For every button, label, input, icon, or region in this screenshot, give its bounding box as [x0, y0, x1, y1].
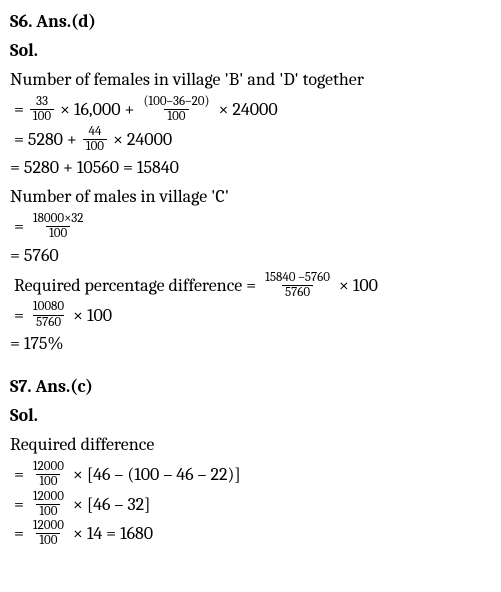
s6-line7: = 5760	[10, 242, 491, 269]
s7-line4: = 12000 100 × 14 = 1680	[10, 519, 491, 549]
numerator: 10080	[30, 300, 67, 314]
fraction: 10080 5760	[30, 300, 67, 330]
numerator: 44	[86, 125, 105, 139]
fraction: 44 100	[83, 125, 107, 155]
s6-header: S6. Ans.(d)	[10, 8, 491, 35]
denominator: 5760	[33, 315, 64, 330]
fraction: 18000×32 100	[30, 212, 87, 242]
eq-text: =	[10, 213, 28, 240]
numerator: 12000	[30, 519, 67, 533]
numerator: 12000	[30, 490, 67, 504]
s6-line8: Required percentage difference = 15840 –…	[10, 271, 491, 301]
eq-text: =	[10, 302, 28, 329]
denominator: 100	[36, 474, 60, 489]
fraction: 12000 100	[30, 490, 67, 520]
s6-line2: = 33 100 × 16,000 + (100–36–20) 100 × 24…	[10, 95, 491, 125]
denominator: 100	[36, 504, 60, 519]
s6-line10: = 175%	[10, 330, 491, 357]
eq-text: × 24000	[109, 126, 172, 153]
eq-text: = 5280 +	[10, 126, 81, 153]
eq-text: =	[10, 461, 28, 488]
eq-text: × 100	[335, 272, 378, 299]
eq-text: × [46 – (100 – 46 – 22)]	[69, 461, 241, 488]
fraction: 12000 100	[30, 460, 67, 490]
fraction: (100–36–20) 100	[140, 95, 212, 125]
s7-line2: = 12000 100 × [46 – (100 – 46 – 22)]	[10, 460, 491, 490]
numerator: 18000×32	[30, 212, 87, 226]
eq-text: =	[10, 96, 28, 123]
fraction: 12000 100	[30, 519, 67, 549]
eq-text: × 24000	[214, 96, 277, 123]
s6-line1: Number of females in village 'B' and 'D'…	[10, 66, 491, 93]
eq-text: Required percentage difference =	[10, 272, 260, 299]
s6-line3: = 5280 + 44 100 × 24000	[10, 125, 491, 155]
eq-text: =	[10, 520, 28, 547]
s7-line3: = 12000 100 × [46 – 32]	[10, 490, 491, 520]
denominator: 5760	[282, 285, 313, 300]
fraction: 33 100	[30, 95, 54, 125]
numerator: 12000	[30, 460, 67, 474]
denominator: 100	[46, 226, 70, 241]
denominator: 100	[30, 109, 54, 124]
eq-text: × 14 = 1680	[69, 520, 153, 547]
numerator: (100–36–20)	[140, 95, 212, 109]
s6-line6: = 18000×32 100	[10, 212, 491, 242]
s6-sol-label: Sol.	[10, 37, 491, 64]
s7-header: S7. Ans.(c)	[10, 373, 491, 400]
eq-text: × 100	[69, 302, 112, 329]
numerator: 33	[33, 95, 51, 109]
s7-line1: Required difference	[10, 431, 491, 458]
s7-sol-label: Sol.	[10, 402, 491, 429]
eq-text: =	[10, 491, 28, 518]
numerator: 15840 –5760	[262, 271, 333, 285]
fraction: 15840 –5760 5760	[262, 271, 333, 301]
denominator: 100	[164, 109, 188, 124]
denominator: 100	[36, 533, 60, 548]
s6-line5: Number of males in village 'C'	[10, 183, 491, 210]
s6-line4: = 5280 + 10560 = 15840	[10, 154, 491, 181]
denominator: 100	[83, 139, 107, 154]
s6-line9: = 10080 5760 × 100	[10, 300, 491, 330]
eq-text: × 16,000 +	[56, 96, 138, 123]
spacer	[10, 359, 491, 373]
eq-text: × [46 – 32]	[69, 491, 151, 518]
